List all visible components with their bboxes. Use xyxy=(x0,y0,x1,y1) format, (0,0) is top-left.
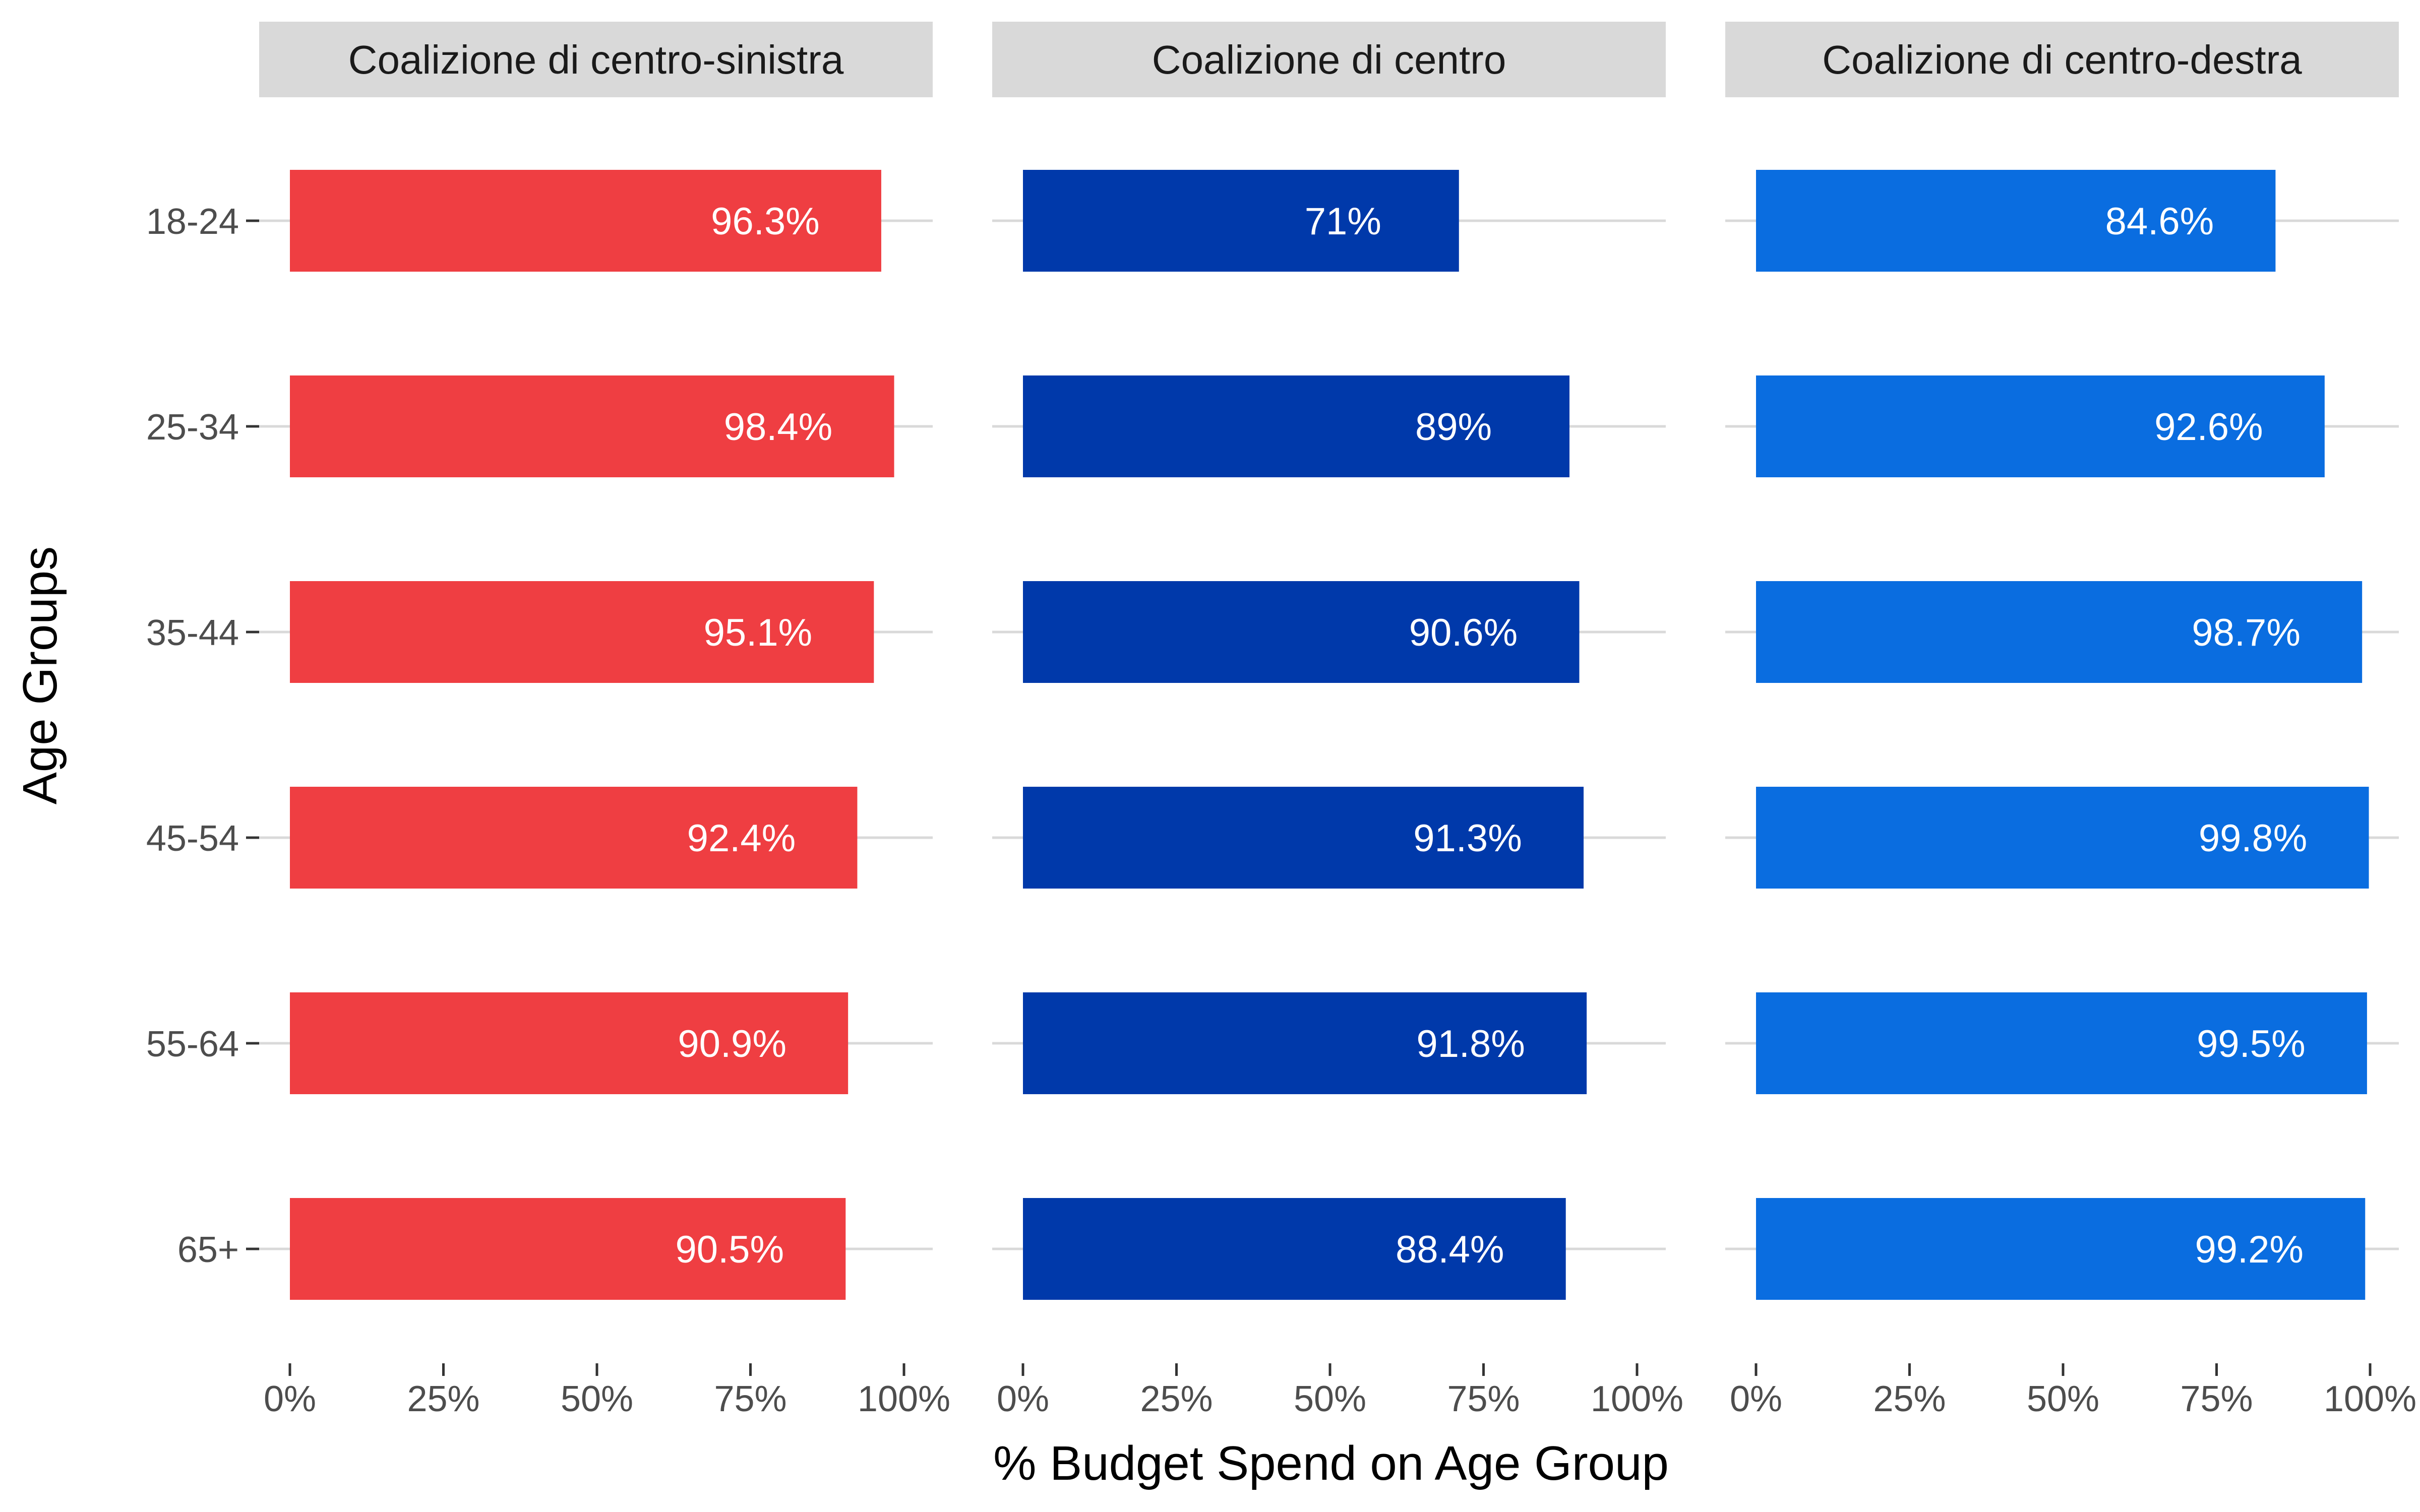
bar xyxy=(1756,1198,2366,1300)
x-tick-label: 100% xyxy=(858,1379,950,1419)
bar xyxy=(290,581,874,683)
x-tick-label: 50% xyxy=(2027,1379,2099,1419)
x-tick-label: 75% xyxy=(2180,1379,2253,1419)
x-tick-label: 100% xyxy=(1591,1379,1683,1419)
y-tick-label: 18-24 xyxy=(146,202,239,242)
bar-value-label: 96.3% xyxy=(711,200,820,243)
bar-value-label: 99.5% xyxy=(2197,1023,2306,1065)
bar xyxy=(1023,581,1580,683)
bar xyxy=(1756,992,2367,1094)
bar-value-label: 98.4% xyxy=(724,406,833,449)
x-tick-label: 50% xyxy=(561,1379,633,1419)
y-tick-label: 55-64 xyxy=(146,1024,239,1064)
bar-value-label: 92.6% xyxy=(2154,406,2263,449)
x-tick-label: 0% xyxy=(997,1379,1049,1419)
bar xyxy=(1756,375,2325,477)
x-tick-label: 25% xyxy=(407,1379,479,1419)
facet-strip xyxy=(1725,22,2399,97)
bar xyxy=(1756,170,2276,272)
bar-value-label: 95.1% xyxy=(704,611,813,654)
bar xyxy=(1023,787,1584,889)
bar xyxy=(1023,992,1587,1094)
bar-value-label: 98.7% xyxy=(2192,611,2301,654)
bar-value-label: 71% xyxy=(1305,200,1381,243)
bar xyxy=(290,787,858,889)
y-tick-label: 35-44 xyxy=(146,613,239,653)
bar xyxy=(1023,170,1459,272)
x-tick-label: 0% xyxy=(1730,1379,1782,1419)
bar-value-label: 89% xyxy=(1415,406,1492,449)
facet-strip-label: Coalizione di centro-sinistra xyxy=(348,37,844,82)
bar xyxy=(1756,581,2363,683)
x-tick-label: 25% xyxy=(1873,1379,1946,1419)
bar-value-label: 91.3% xyxy=(1413,817,1522,860)
bar xyxy=(1023,375,1570,477)
y-axis-title: Age Groups xyxy=(13,546,67,804)
facet-strip xyxy=(992,22,1666,97)
bar-value-label: 99.8% xyxy=(2199,817,2308,860)
y-tick-label: 45-54 xyxy=(146,818,239,859)
x-tick-label: 25% xyxy=(1140,1379,1213,1419)
bar xyxy=(290,170,881,272)
x-tick-label: 50% xyxy=(1294,1379,1366,1419)
facet-strip-label: Coalizione di centro-destra xyxy=(1822,37,2302,82)
bar-value-label: 91.8% xyxy=(1416,1023,1525,1065)
bar-value-label: 99.2% xyxy=(2195,1228,2304,1271)
bar-value-label: 84.6% xyxy=(2105,200,2214,243)
facet-strip xyxy=(259,22,933,97)
y-tick-label: 25-34 xyxy=(146,407,239,448)
x-axis-title: % Budget Spend on Age Group xyxy=(993,1436,1669,1490)
bar-value-label: 90.9% xyxy=(678,1023,786,1065)
bar xyxy=(1023,1198,1566,1300)
x-tick-label: 75% xyxy=(714,1379,786,1419)
bar xyxy=(290,1198,846,1300)
bar-value-label: 90.5% xyxy=(676,1228,784,1271)
bar xyxy=(1756,787,2369,889)
bar-value-label: 90.6% xyxy=(1409,611,1518,654)
bar-value-label: 88.4% xyxy=(1396,1228,1504,1271)
bar-value-label: 92.4% xyxy=(687,817,796,860)
bar xyxy=(290,992,849,1094)
x-tick-label: 75% xyxy=(1447,1379,1520,1419)
x-tick-label: 100% xyxy=(2324,1379,2416,1419)
y-tick-label: 65+ xyxy=(177,1230,239,1270)
x-tick-label: 0% xyxy=(264,1379,316,1419)
facet-strip-label: Coalizione di centro xyxy=(1152,37,1506,82)
bar xyxy=(290,375,894,477)
